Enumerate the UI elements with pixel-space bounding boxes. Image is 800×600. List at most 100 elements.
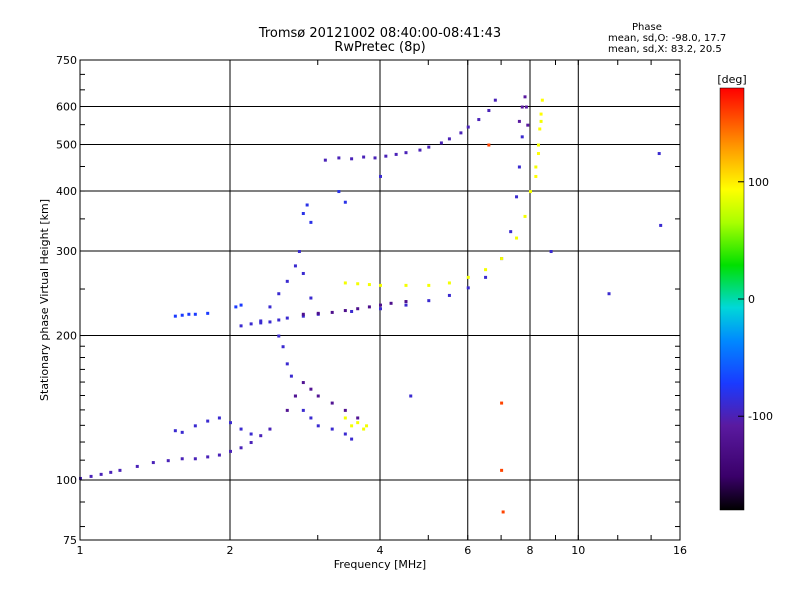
data-point	[239, 427, 243, 431]
data-point	[459, 131, 463, 135]
data-point	[297, 250, 301, 254]
data-point	[229, 421, 232, 425]
data-point	[657, 152, 661, 156]
y-tick-label: 750	[56, 54, 77, 67]
data-point	[350, 309, 354, 313]
data-point	[301, 314, 305, 318]
data-point	[659, 223, 663, 227]
x-tick-label: 10	[571, 544, 585, 557]
data-point	[384, 154, 388, 158]
data-point	[285, 408, 289, 412]
chart-subtitle: RwPretec (8p)	[334, 40, 426, 55]
data-point	[379, 307, 382, 311]
data-point	[151, 461, 155, 465]
data-point	[277, 292, 281, 296]
data-point	[379, 174, 382, 178]
data-point	[356, 282, 360, 286]
data-point	[362, 427, 366, 431]
data-point	[316, 394, 320, 398]
data-point	[285, 279, 289, 283]
data-point	[466, 125, 470, 129]
y-tick-label: 600	[56, 101, 77, 114]
data-point	[549, 250, 553, 254]
colorbar-label: [deg]	[717, 73, 746, 86]
data-point	[523, 214, 527, 218]
data-point	[239, 324, 243, 328]
data-point	[118, 468, 122, 472]
data-point	[343, 432, 347, 436]
data-point	[500, 257, 504, 261]
data-point	[439, 141, 443, 145]
data-point	[427, 145, 431, 149]
data-point	[534, 174, 538, 178]
data-point	[173, 429, 177, 433]
data-point	[301, 212, 305, 216]
data-point	[239, 446, 243, 450]
data-point	[166, 459, 170, 463]
y-tick-label: 300	[56, 245, 77, 258]
data-point	[524, 105, 528, 109]
data-point	[330, 310, 334, 314]
data-point	[285, 362, 289, 366]
data-point	[515, 236, 519, 240]
data-point	[427, 299, 431, 303]
data-point	[259, 434, 263, 438]
data-point	[239, 303, 243, 307]
data-point	[206, 455, 210, 459]
data-point	[193, 457, 197, 461]
y-tick-label: 200	[56, 330, 77, 343]
data-point	[217, 416, 221, 420]
data-point	[343, 309, 347, 313]
data-point	[367, 283, 371, 287]
data-point	[249, 441, 253, 445]
data-point	[373, 156, 377, 160]
data-point	[487, 143, 491, 147]
data-point	[193, 312, 197, 316]
x-axis-label: Frequency [MHz]	[334, 558, 426, 571]
y-tick-label: 100	[56, 474, 77, 487]
data-point	[350, 424, 354, 428]
data-point	[301, 271, 305, 275]
data-point	[259, 321, 263, 325]
data-point	[365, 424, 369, 428]
data-point	[356, 421, 360, 425]
data-point	[534, 165, 538, 169]
data-point	[259, 319, 263, 323]
y-tick-label: 75	[63, 534, 77, 547]
data-point	[427, 283, 431, 287]
data-point	[293, 264, 297, 268]
data-point	[173, 314, 177, 318]
data-point	[529, 190, 532, 194]
data-point	[99, 472, 103, 476]
data-point	[509, 230, 513, 234]
data-point	[268, 305, 272, 309]
data-point	[180, 313, 184, 317]
data-point	[229, 449, 232, 453]
data-point	[109, 470, 113, 474]
data-point	[337, 156, 341, 160]
data-point	[343, 416, 347, 420]
data-point	[539, 112, 543, 116]
y-tick-label: 400	[56, 185, 77, 198]
data-point	[206, 419, 210, 423]
data-point	[268, 427, 272, 431]
data-point	[305, 203, 309, 207]
data-point	[404, 151, 408, 155]
phase-stats-x-mode: mean, sd,X: 83.2, 20.5	[608, 44, 722, 55]
data-point	[180, 430, 184, 434]
data-point	[323, 158, 327, 162]
data-point	[249, 322, 253, 326]
data-point	[389, 301, 393, 305]
data-point	[536, 143, 540, 147]
data-point	[293, 394, 297, 398]
colorbar-ticks: -100 0 100	[738, 176, 773, 423]
data-point	[309, 296, 313, 300]
grid-lines	[80, 60, 680, 540]
data-point	[268, 320, 272, 324]
data-point	[394, 152, 398, 156]
data-point	[404, 303, 408, 307]
data-point	[193, 424, 197, 428]
colorbar-tick-label: 100	[748, 176, 769, 189]
data-point	[523, 95, 527, 99]
